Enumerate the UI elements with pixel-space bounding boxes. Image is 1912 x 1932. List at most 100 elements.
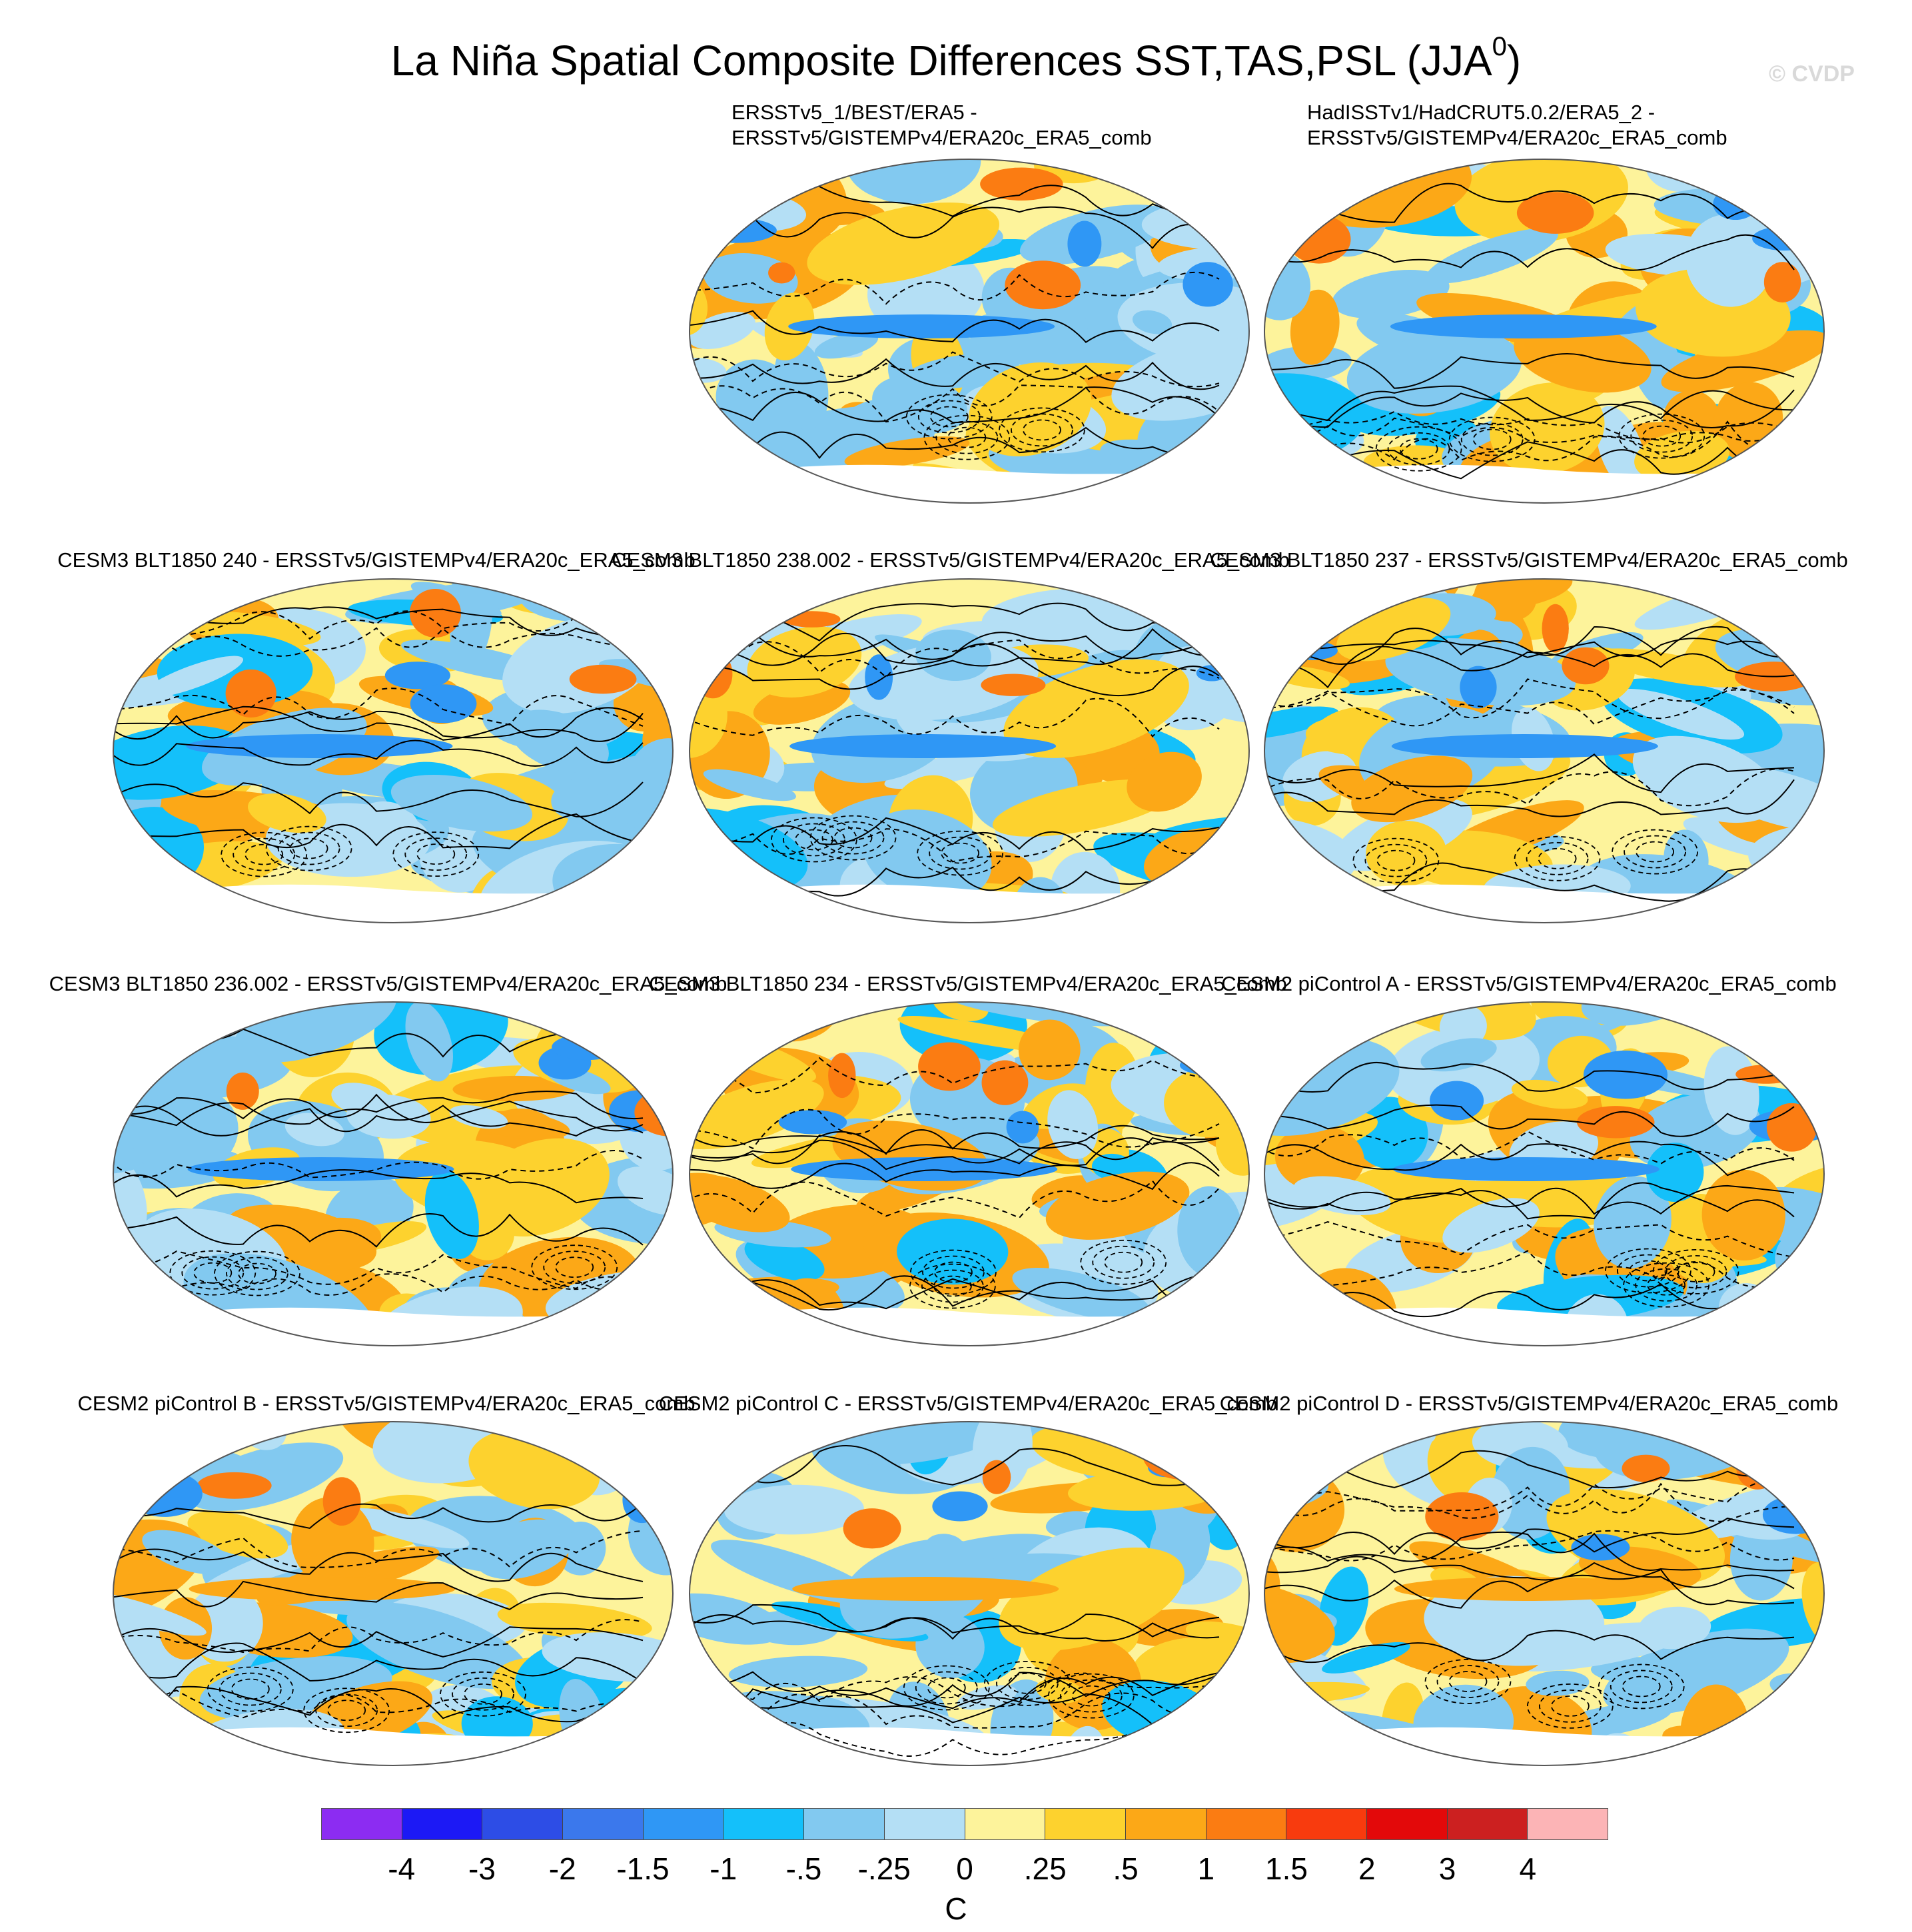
anomaly-region bbox=[1664, 829, 1709, 889]
anomaly-region bbox=[1169, 1290, 1249, 1336]
anomaly-region bbox=[842, 1422, 1003, 1465]
anomaly-region bbox=[113, 1422, 196, 1460]
anomaly-region bbox=[1576, 1106, 1655, 1139]
anomaly-region bbox=[1763, 262, 1801, 302]
colorbar-swatch bbox=[884, 1809, 965, 1839]
psl-contour bbox=[1264, 1517, 1795, 1556]
anomaly-region bbox=[1117, 282, 1249, 367]
anomaly-region bbox=[1179, 1055, 1249, 1076]
anomaly-region bbox=[1420, 1038, 1497, 1072]
equatorial-band bbox=[1394, 1577, 1661, 1601]
anomaly-region bbox=[410, 684, 477, 724]
colorbar-swatch bbox=[1206, 1809, 1287, 1839]
psl-contour bbox=[690, 386, 1220, 424]
anomaly-region bbox=[1366, 329, 1480, 366]
anomaly-region bbox=[1511, 1079, 1588, 1109]
anomaly-region bbox=[932, 1491, 988, 1522]
anomaly-region bbox=[847, 159, 927, 201]
anomaly-region bbox=[1067, 157, 1150, 159]
anomaly-region bbox=[722, 884, 798, 923]
map-panel-9 bbox=[110, 1419, 676, 1769]
psl-contour bbox=[1617, 1254, 1679, 1288]
map-outline bbox=[689, 1001, 1250, 1346]
map-outline bbox=[113, 578, 674, 923]
anomaly-region bbox=[1670, 1761, 1729, 1769]
anomaly-region bbox=[695, 1002, 827, 1028]
psl-contour bbox=[947, 426, 987, 448]
anomaly-region bbox=[1143, 1431, 1229, 1480]
colorbar-swatch bbox=[804, 1809, 885, 1839]
map-panel-8 bbox=[1261, 999, 1827, 1349]
psl-contour bbox=[690, 310, 1220, 344]
anomaly-region bbox=[390, 775, 533, 832]
psl-contour bbox=[1664, 1255, 1727, 1288]
anomaly-region bbox=[1012, 1267, 1151, 1321]
anomaly-region bbox=[1765, 612, 1811, 642]
psl-contour bbox=[169, 1250, 256, 1296]
anomaly-region bbox=[452, 1075, 576, 1102]
colorbar-swatch bbox=[1366, 1809, 1448, 1839]
psl-contour bbox=[690, 1162, 1220, 1191]
psl-contour bbox=[903, 1665, 990, 1711]
antarctica bbox=[690, 464, 1249, 503]
psl-contour bbox=[1629, 1260, 1668, 1282]
anomaly-region bbox=[1737, 1448, 1809, 1470]
anomaly-region bbox=[774, 340, 829, 430]
psl-contour bbox=[984, 1660, 1071, 1706]
psl-contour bbox=[1264, 1531, 1795, 1572]
colorbar-tick-label: -2 bbox=[548, 1851, 576, 1886]
anomaly-region bbox=[865, 654, 893, 700]
psl-contour bbox=[934, 1261, 973, 1283]
psl-contour bbox=[1622, 1676, 1661, 1697]
anomaly-region bbox=[1213, 832, 1249, 867]
psl-contour bbox=[555, 1256, 594, 1278]
psl-contour bbox=[113, 1626, 644, 1658]
anomaly-region bbox=[1164, 1068, 1249, 1138]
anomaly-region bbox=[814, 332, 879, 359]
psl-contour bbox=[1424, 1659, 1512, 1704]
psl-contour bbox=[1623, 1262, 1710, 1308]
psl-contour bbox=[1264, 1479, 1795, 1516]
psl-contour bbox=[1264, 1568, 1795, 1609]
psl-contour bbox=[113, 1580, 644, 1610]
anomaly-region bbox=[143, 656, 244, 698]
colorbar-swatch bbox=[322, 1809, 402, 1839]
psl-contour bbox=[113, 781, 644, 817]
anomaly-region bbox=[1562, 576, 1646, 579]
anomaly-region bbox=[690, 1759, 805, 1765]
psl-contour bbox=[690, 698, 1220, 737]
psl-contour bbox=[113, 1619, 644, 1654]
colorbar-swatch bbox=[965, 1809, 1046, 1839]
psl-contour bbox=[1104, 1251, 1143, 1273]
psl-contour bbox=[221, 831, 308, 877]
anomaly-region bbox=[629, 1472, 673, 1492]
equatorial-band bbox=[789, 734, 1057, 758]
psl-contour bbox=[1071, 1685, 1111, 1707]
anomaly-region bbox=[1772, 207, 1824, 235]
anomaly-region bbox=[690, 1173, 737, 1228]
panel-title-2: HadISSTv1/HadCRUT5.0.2/ERA5_2 - ERSSTv5/… bbox=[1307, 101, 1727, 149]
anomaly-region bbox=[346, 1602, 528, 1690]
anomaly-region bbox=[113, 1588, 207, 1636]
psl-contour bbox=[1264, 234, 1795, 271]
psl-contour bbox=[1526, 1683, 1614, 1729]
anomaly-region bbox=[346, 1095, 431, 1139]
anomaly-region bbox=[1261, 576, 1413, 577]
psl-contour bbox=[113, 706, 644, 741]
colorbar-tick-label: -.5 bbox=[785, 1851, 822, 1886]
anomaly-region bbox=[1366, 821, 1447, 886]
anomaly-region bbox=[828, 1053, 856, 1099]
psl-contour bbox=[1264, 1283, 1795, 1318]
colorbar-swatch bbox=[1045, 1809, 1126, 1839]
map-outline bbox=[1264, 1001, 1825, 1346]
map-panel-2 bbox=[1261, 157, 1827, 506]
anomaly-region bbox=[1662, 1755, 1827, 1769]
anomaly-region bbox=[1003, 659, 1189, 758]
anomaly-region bbox=[1594, 1176, 1672, 1268]
anomaly-region bbox=[1741, 1002, 1819, 1037]
psl-contour bbox=[1526, 841, 1589, 875]
psl-contour bbox=[1264, 417, 1795, 443]
antarctica bbox=[1264, 1307, 1824, 1346]
anomaly-region bbox=[1735, 1065, 1797, 1084]
anomaly-region bbox=[1352, 1097, 1428, 1170]
